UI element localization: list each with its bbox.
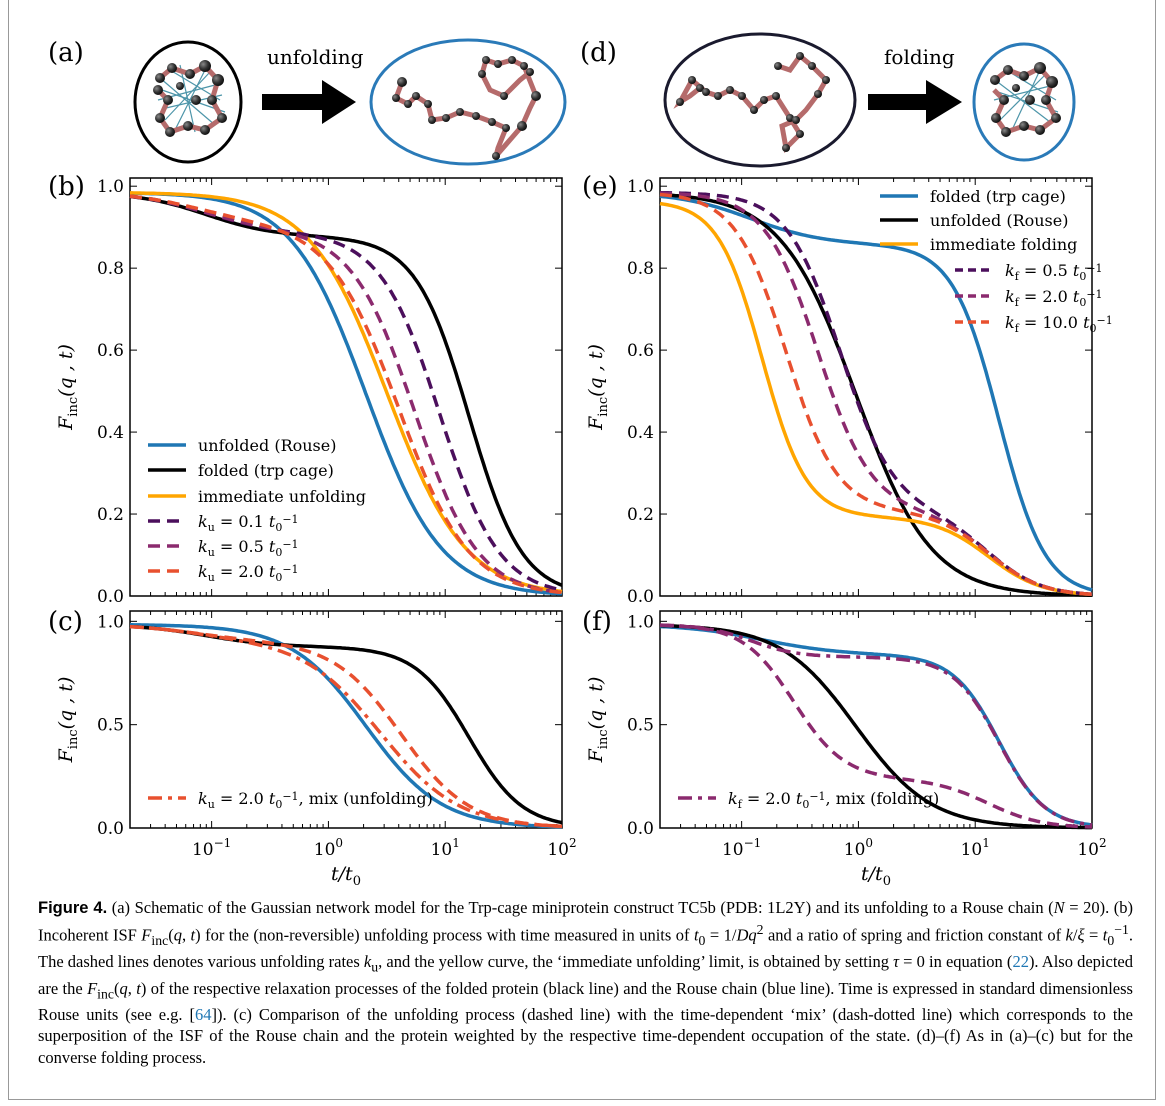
series-e-folded (660, 196, 1092, 590)
caption-text-6: , and the yellow curve, the ‘immediate u… (378, 952, 893, 971)
y-tick-label: 0.2 (627, 505, 654, 525)
legend-b-1: unfolded (Rouse) (148, 436, 336, 455)
caption-text-1: (a) Schematic of the Gaussian network mo… (112, 898, 1054, 917)
legend-b-6: ku = 2.0 t0−1 (148, 562, 299, 584)
x-tick-label: 102 (547, 836, 576, 860)
legend-label: ku = 0.1 t0−1 (198, 512, 299, 534)
caption-text-3: for the (non-reversible) unfolding proce… (201, 926, 694, 945)
y-axis-label: Finc(q , t) (55, 677, 81, 764)
x-tick-label: 10−1 (722, 836, 761, 860)
series-ku-0.1 (130, 196, 562, 590)
legend-e-1: folded (trp cage) (880, 187, 1066, 206)
legend-e-5: kf = 2.0 t0−1 (955, 287, 1103, 309)
citation-link[interactable]: 64 (195, 1005, 212, 1024)
legend-label: folded (trp cage) (930, 187, 1066, 206)
legend-label: kf = 10.0 t0−1 (1005, 313, 1113, 335)
y-tick-label: 0.0 (97, 819, 124, 839)
equation-ref-link[interactable]: 22 (1012, 952, 1029, 971)
y-tick-label: 1.0 (627, 612, 654, 632)
plots-svg: 0.0 0.2 0.4 0.6 0.8 1.0 Finc(q , t) unfolded (R… (0, 0, 1165, 900)
x-tick-label: 100 (314, 836, 343, 860)
y-tick-label: 0.8 (97, 259, 124, 279)
plot-e: 0.0 0.2 0.4 0.6 0.8 1.0 Finc(q , t) folded (trp… (585, 177, 1113, 607)
y-axis-label: Finc(q , t) (585, 344, 611, 431)
legend-b-3: immediate unfolding (148, 487, 366, 506)
legend-label: immediate folding (930, 235, 1077, 254)
y-axis-label: Finc(q , t) (55, 344, 81, 431)
figure-caption: Figure 4. (a) Schematic of the Gaussian … (38, 897, 1133, 1068)
caption-text-7: in equation ( (925, 952, 1013, 971)
legend-label: ku = 2.0 t0−1 (198, 562, 299, 584)
y-tick-label: 0.5 (627, 716, 654, 736)
series-kf-10.0 (660, 195, 1092, 595)
legend-e-6: kf = 10.0 t0−1 (955, 313, 1113, 335)
series-immediate-unfolding (130, 193, 562, 592)
legend-label: ku = 2.0 t0−1, mix (unfolding) (198, 789, 433, 811)
x-tick-label: 101 (431, 836, 460, 860)
y-tick-label: 0.0 (627, 587, 654, 607)
legend-label: unfolded (Rouse) (198, 436, 336, 455)
legend-b-2: folded (trp cage) (148, 461, 334, 480)
legend-label: immediate unfolding (198, 487, 366, 506)
legend-e-4: kf = 0.5 t0−1 (955, 261, 1103, 283)
legend-e-2: unfolded (Rouse) (880, 211, 1068, 230)
y-tick-label: 0.5 (97, 716, 124, 736)
caption-label: Figure 4. (38, 899, 107, 917)
legend-label: folded (trp cage) (198, 461, 334, 480)
y-tick-label: 0.0 (627, 819, 654, 839)
series-ku-0.5 (130, 196, 562, 592)
plot-c: 0.0 0.5 1.0 Finc(q , t) 10−1 100 101 102 t/t0 ku … (55, 611, 577, 889)
series-folded-trp-cage (130, 197, 562, 586)
legend-b-5: ku = 0.5 t0−1 (148, 537, 299, 559)
legend-label: kf = 2.0 t0−1, mix (folding) (728, 789, 939, 811)
y-tick-label: 0.2 (97, 505, 124, 525)
y-tick-label: 0.8 (627, 259, 654, 279)
x-tick-label: 100 (844, 836, 873, 860)
plot-f: 0.0 0.5 1.0 Finc(q , t) 10−1 100 101 102 t/t0 kf … (585, 611, 1107, 889)
x-tick-label: 102 (1077, 836, 1106, 860)
y-axis-label: Finc(q , t) (585, 677, 611, 764)
y-tick-label: 1.0 (97, 612, 124, 632)
series-e-unfolded (660, 195, 1092, 596)
plot-b: 0.0 0.2 0.4 0.6 0.8 1.0 Finc(q , t) unfolded (R… (55, 177, 562, 607)
y-tick-label: 0.4 (627, 423, 654, 443)
caption-text-4: and a ratio of spring and friction const… (764, 926, 1066, 945)
legend-f-1: kf = 2.0 t0−1, mix (folding) (678, 789, 939, 811)
legend-b-4: ku = 0.1 t0−1 (148, 512, 299, 534)
legend-label: unfolded (Rouse) (930, 211, 1068, 230)
legend-label: kf = 2.0 t0−1 (1005, 287, 1103, 309)
y-tick-label: 0.0 (97, 587, 124, 607)
y-tick-label: 0.6 (627, 341, 654, 361)
series-ku-2.0 (130, 196, 562, 592)
x-tick-label: 101 (961, 836, 990, 860)
y-tick-label: 0.4 (97, 423, 124, 443)
y-tick-label: 1.0 (97, 177, 124, 197)
legend-label: kf = 0.5 t0−1 (1005, 261, 1103, 283)
y-tick-label: 1.0 (627, 177, 654, 197)
x-axis-label: t/t0 (331, 863, 361, 889)
legend-label: ku = 0.5 t0−1 (198, 537, 299, 559)
x-tick-label: 10−1 (192, 836, 231, 860)
x-axis-label: t/t0 (861, 863, 891, 889)
series-unfolded-rouse (130, 193, 562, 594)
y-tick-label: 0.6 (97, 341, 124, 361)
legend-c-1: ku = 2.0 t0−1, mix (unfolding) (148, 789, 433, 811)
